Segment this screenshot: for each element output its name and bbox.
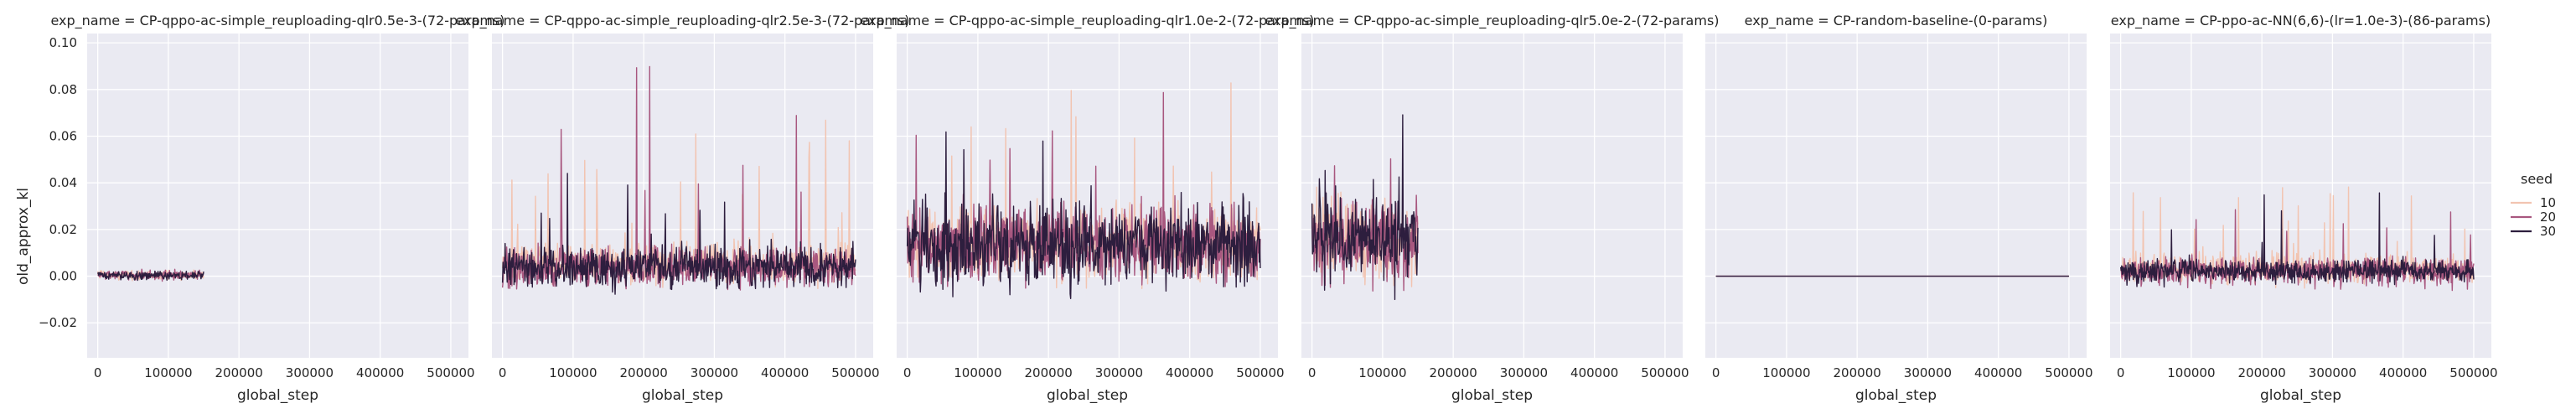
legend-label-seed-10: 10 [2540, 195, 2556, 210]
x-tick-label: 500000 [2045, 365, 2092, 380]
legend-label-seed-20: 20 [2540, 210, 2556, 225]
facet-title: exp_name = CP-qppo-ac-simple_reuploading… [1265, 13, 1719, 29]
x-tick-label: 500000 [2449, 365, 2497, 380]
facet-panel: exp_name = CP-qppo-ac-simple_reuploading… [455, 13, 909, 404]
plot-background [897, 34, 1278, 358]
series-group [501, 65, 856, 295]
x-tick-label: 100000 [144, 365, 192, 380]
y-tick-label: 0.02 [49, 222, 77, 237]
facets: exp_name = CP-qppo-ac-simple_reuploading… [39, 13, 2498, 404]
plot-background [87, 34, 468, 358]
x-axis-label: global_step [1855, 387, 1937, 404]
series-line-seed-30 [1311, 114, 1419, 301]
facet-title: exp_name = CP-random-baseline-(0-params) [1745, 13, 2048, 29]
x-tick-label: 300000 [286, 365, 334, 380]
x-tick-label: 100000 [1358, 365, 1406, 380]
y-tick-label: −0.02 [39, 315, 77, 330]
x-tick-label: 100000 [2167, 365, 2215, 380]
x-tick-label: 200000 [1025, 365, 1073, 380]
x-tick-label: 100000 [954, 365, 1001, 380]
y-axis-label: old_approx_kl [15, 188, 32, 285]
x-tick-label: 200000 [620, 365, 668, 380]
x-tick-label: 0 [499, 365, 507, 380]
y-tick-label: 0.06 [49, 129, 77, 144]
legend-label-seed-30: 30 [2540, 224, 2556, 239]
plot-background [492, 34, 873, 358]
x-tick-label: 0 [1712, 365, 1720, 380]
series-group [1311, 114, 1419, 301]
x-tick-label: 0 [903, 365, 912, 380]
plot-background [2110, 34, 2491, 358]
x-axis-label: global_step [1451, 387, 1533, 404]
x-tick-label: 0 [1308, 365, 1316, 380]
x-axis-label: global_step [2260, 387, 2341, 404]
x-tick-label: 400000 [356, 365, 404, 380]
series-group [96, 268, 204, 282]
x-tick-label: 300000 [1904, 365, 1952, 380]
y-tick-label: 0.00 [49, 269, 77, 284]
series-group [906, 82, 1261, 299]
legend-title: seed [2521, 171, 2553, 187]
x-tick-label: 300000 [1095, 365, 1143, 380]
x-tick-label: 0 [2117, 365, 2125, 380]
x-tick-label: 400000 [1570, 365, 1618, 380]
x-tick-label: 0 [94, 365, 102, 380]
x-tick-label: 300000 [1500, 365, 1548, 380]
x-axis-label: global_step [642, 387, 723, 404]
plot-background [1705, 34, 2087, 358]
series-group [2119, 186, 2475, 292]
plot-background [1301, 34, 1683, 358]
x-tick-label: 100000 [549, 365, 597, 380]
x-tick-label: 400000 [1974, 365, 2022, 380]
series-line-seed-30 [2119, 192, 2475, 288]
x-axis-label: global_step [1047, 387, 1128, 404]
series-line-seed-30 [906, 131, 1261, 299]
x-tick-label: 400000 [1166, 365, 1213, 380]
series-line-seed-30 [97, 270, 204, 282]
x-tick-label: 300000 [2309, 365, 2356, 380]
x-tick-label: 200000 [2238, 365, 2286, 380]
x-tick-label: 300000 [691, 365, 738, 380]
x-tick-label: 200000 [215, 365, 263, 380]
series-line-seed-30 [501, 173, 856, 295]
x-tick-label: 200000 [1834, 365, 1881, 380]
x-tick-label: 500000 [427, 365, 474, 380]
x-axis-label: global_step [237, 387, 318, 404]
x-tick-label: 400000 [2379, 365, 2427, 380]
facet-panel: exp_name = CP-qppo-ac-simple_reuploading… [860, 13, 1314, 404]
y-tick-label: 0.04 [49, 175, 77, 190]
facet-panel: exp_name = CP-qppo-ac-simple_reuploading… [1265, 13, 1719, 404]
facet-title: exp_name = CP-ppo-ac-NN(6,6)-(lr=1.0e-3)… [2111, 13, 2491, 29]
x-tick-label: 500000 [1641, 365, 1689, 380]
x-tick-label: 500000 [831, 365, 879, 380]
facet-title: exp_name = CP-qppo-ac-simple_reuploading… [50, 13, 504, 29]
facet-panel: exp_name = CP-qppo-ac-simple_reuploading… [39, 13, 505, 404]
x-tick-label: 200000 [1430, 365, 1477, 380]
facet-title: exp_name = CP-qppo-ac-simple_reuploading… [860, 13, 1314, 29]
facet-panel: exp_name = CP-ppo-ac-NN(6,6)-(lr=1.0e-3)… [2110, 13, 2498, 404]
series-line-seed-20 [501, 65, 856, 291]
y-tick-label: 0.08 [49, 82, 77, 97]
facet-title: exp_name = CP-qppo-ac-simple_reuploading… [455, 13, 909, 29]
x-tick-label: 400000 [761, 365, 809, 380]
facet-panel: exp_name = CP-random-baseline-(0-params)… [1705, 13, 2093, 404]
y-tick-label: 0.10 [49, 35, 77, 50]
x-tick-label: 500000 [1236, 365, 1284, 380]
x-tick-label: 100000 [1762, 365, 1810, 380]
